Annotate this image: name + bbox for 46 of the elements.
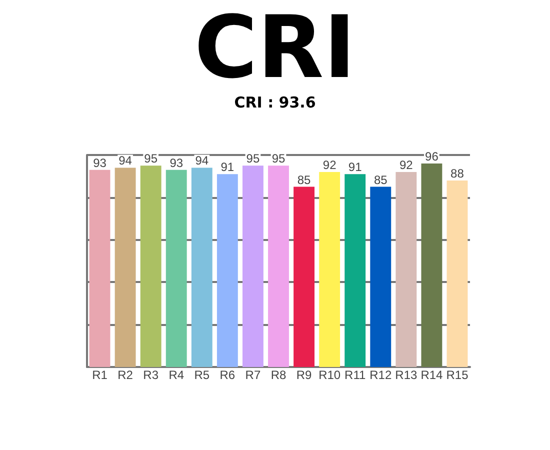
x-tick-label: R1 bbox=[92, 368, 108, 382]
bar bbox=[140, 166, 162, 367]
data-label: 88 bbox=[450, 166, 464, 180]
x-tick-label: R14 bbox=[420, 368, 444, 382]
bar bbox=[370, 186, 392, 367]
bar bbox=[294, 186, 314, 367]
x-tick-label: R5 bbox=[194, 368, 210, 382]
bar bbox=[446, 180, 468, 367]
x-tick-label: R7 bbox=[245, 368, 261, 382]
bar bbox=[166, 170, 187, 367]
x-tick-label: R13 bbox=[395, 368, 418, 382]
x-tick-label: R15 bbox=[446, 368, 469, 382]
data-label: 93 bbox=[170, 156, 184, 170]
bar bbox=[396, 172, 417, 367]
x-tick-label: R6 bbox=[220, 368, 236, 382]
x-tick-label: R10 bbox=[318, 368, 341, 382]
bar bbox=[242, 166, 264, 367]
data-label: 95 bbox=[144, 152, 158, 166]
bar bbox=[268, 166, 289, 367]
data-label: 94 bbox=[118, 154, 132, 168]
bar bbox=[191, 168, 212, 367]
x-tick-label: R11 bbox=[344, 368, 366, 382]
data-label: 96 bbox=[425, 149, 439, 164]
data-label: 91 bbox=[220, 160, 234, 174]
data-label: 92 bbox=[322, 158, 337, 172]
data-label: 95 bbox=[272, 152, 286, 166]
x-tick-label: R8 bbox=[270, 368, 286, 382]
data-label: 85 bbox=[297, 172, 312, 187]
bar bbox=[216, 174, 238, 367]
data-label: 93 bbox=[93, 156, 107, 170]
x-tick-label: R9 bbox=[296, 368, 312, 382]
data-label: 94 bbox=[195, 154, 209, 168]
x-tick-label: R3 bbox=[143, 368, 159, 382]
x-tick-label: R12 bbox=[370, 368, 392, 382]
bar bbox=[114, 168, 136, 367]
data-label: 85 bbox=[374, 172, 388, 187]
x-tick-label: R4 bbox=[168, 368, 184, 382]
x-tick-label: R2 bbox=[118, 368, 134, 382]
data-label: 95 bbox=[246, 152, 260, 166]
bar bbox=[344, 174, 366, 367]
bar bbox=[319, 172, 340, 367]
data-label: 92 bbox=[399, 158, 414, 172]
data-label: 91 bbox=[348, 160, 362, 174]
chart-subtitle: CRI : 93.6 bbox=[234, 94, 316, 112]
bar bbox=[89, 170, 110, 367]
bar bbox=[421, 163, 442, 367]
